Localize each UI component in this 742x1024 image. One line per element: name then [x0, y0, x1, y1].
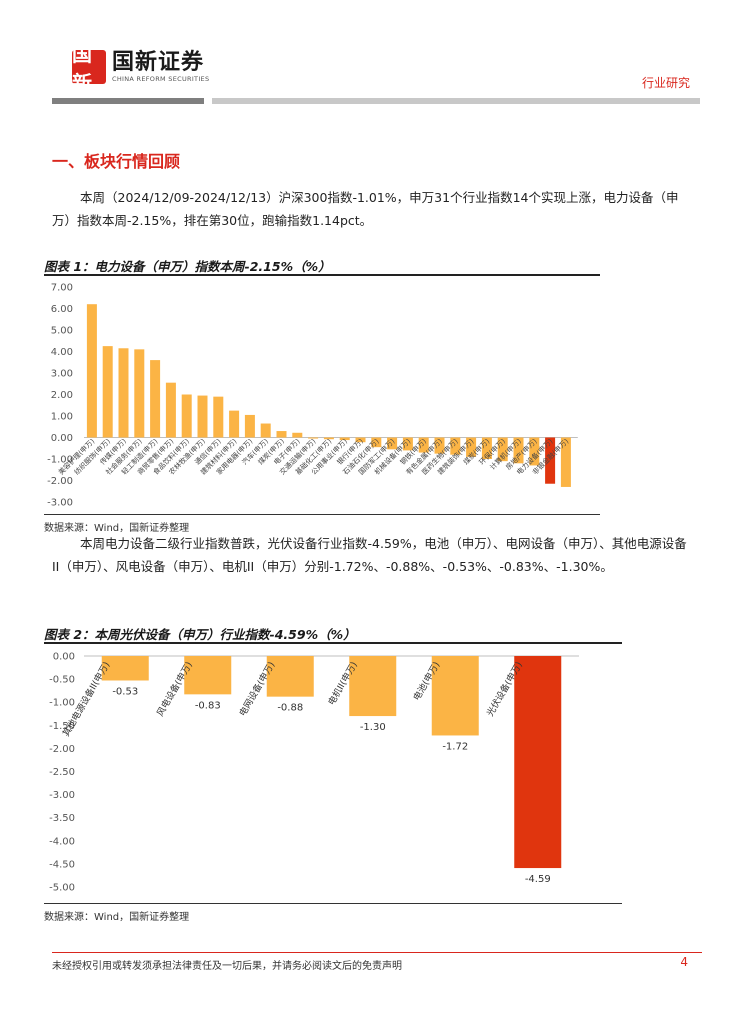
- figure-2-bottom-rule: [44, 903, 622, 904]
- y-tick-label: 0.00: [51, 433, 73, 444]
- y-tick-label: 5.00: [51, 326, 73, 337]
- footer-disclaimer: 未经授权引用或转发须承担法律责任及一切后果，并请务必阅读文后的免责声明: [52, 961, 402, 972]
- report-type: 行业研究: [641, 76, 690, 90]
- y-tick-label: -3.50: [49, 813, 75, 824]
- bar: [529, 437, 540, 466]
- bar: [349, 656, 397, 717]
- bar: [150, 360, 161, 438]
- bar: [513, 437, 524, 464]
- company-logo: 国新 国新证券 CHINA REFORM SECURITIES: [72, 42, 210, 95]
- figure-1-bottom-rule: [44, 514, 600, 515]
- y-tick-label: -3.00: [47, 498, 73, 509]
- y-tick-label: 1.00: [51, 412, 73, 423]
- figure-2-top-rule: [44, 642, 622, 644]
- y-tick-label: 4.00: [51, 347, 73, 358]
- bar: [86, 304, 97, 438]
- bar: [418, 437, 429, 453]
- bar: [118, 348, 129, 438]
- bar: [266, 656, 314, 697]
- bar: [545, 437, 556, 484]
- y-tick-label: -0.50: [49, 675, 75, 686]
- bar: [244, 414, 255, 438]
- bar: [431, 656, 479, 736]
- bar: [134, 349, 145, 438]
- bar: [101, 656, 149, 681]
- y-tick-label: -4.00: [49, 836, 75, 847]
- bar: [371, 437, 382, 448]
- bar: [355, 437, 366, 443]
- figure-1-title: 图表 1：电力设备（申万）指数本周-2.15%（%）: [44, 259, 331, 274]
- footer-rule: [52, 952, 702, 953]
- figure-2-title: 图表 2：本周光伏设备（申万）行业指数-4.59%（%）: [44, 627, 356, 642]
- bar: [323, 437, 334, 440]
- bar: [229, 410, 240, 438]
- section-title: 一、板块行情回顾: [52, 152, 181, 171]
- bar: [339, 437, 350, 441]
- bar: [213, 396, 224, 438]
- bar: [102, 346, 113, 438]
- bar: [260, 423, 271, 438]
- bar: [184, 656, 232, 695]
- figure-1-top-rule: [44, 274, 600, 276]
- bar: [402, 437, 413, 451]
- bar: [497, 437, 508, 462]
- y-tick-label: -1.50: [49, 721, 75, 732]
- paragraph-subsector-review: 本周电力设备二级行业指数普跌，光伏设备行业指数-4.59%，电池（申万）、电网设…: [52, 536, 687, 574]
- bar: [308, 437, 319, 439]
- y-tick-label: -2.50: [49, 767, 75, 778]
- y-tick-label: -2.00: [47, 476, 73, 487]
- paragraph-market-review: 本周（2024/12/09-2024/12/13）沪深300指数-1.01%，申…: [52, 190, 679, 228]
- y-tick-label: -2.00: [49, 744, 75, 755]
- bar: [560, 437, 571, 487]
- header-divider-light: [212, 98, 700, 104]
- y-tick-label: -5.00: [49, 883, 75, 894]
- bar: [450, 437, 461, 455]
- bar: [514, 656, 562, 869]
- data-label: -0.88: [277, 703, 303, 714]
- y-tick-label: -1.00: [49, 698, 75, 709]
- y-tick-label: 2.00: [51, 390, 73, 401]
- y-tick-label: -4.50: [49, 859, 75, 870]
- y-tick-label: 3.00: [51, 369, 73, 380]
- bar: [466, 437, 477, 457]
- data-label: -1.30: [360, 722, 386, 733]
- bar: [276, 431, 287, 438]
- y-tick-label: -1.00: [47, 455, 73, 466]
- logo-cn-name: 国新证券: [112, 50, 205, 75]
- data-label: -4.59: [525, 874, 551, 885]
- bar: [197, 395, 208, 438]
- y-tick-label: -3.00: [49, 790, 75, 801]
- figure-2-source: 数据来源：Wind，国新证券整理: [44, 912, 190, 923]
- page-number: 4: [680, 955, 688, 969]
- data-label: -1.72: [442, 741, 468, 752]
- bar: [165, 382, 176, 438]
- bar: [434, 437, 445, 454]
- logo-en-name: CHINA REFORM SECURITIES: [112, 75, 210, 83]
- bar: [387, 437, 398, 450]
- bar: [292, 432, 303, 438]
- data-label: -0.83: [195, 700, 221, 711]
- y-tick-label: 6.00: [51, 304, 73, 315]
- bar: [481, 437, 492, 459]
- y-tick-label: 7.00: [51, 283, 73, 294]
- data-label: -0.53: [112, 686, 138, 697]
- y-tick-label: 0.00: [53, 652, 75, 663]
- header-divider-dark: [52, 98, 204, 104]
- bar: [181, 394, 192, 438]
- figure-1-source: 数据来源：Wind，国新证券整理: [44, 523, 190, 534]
